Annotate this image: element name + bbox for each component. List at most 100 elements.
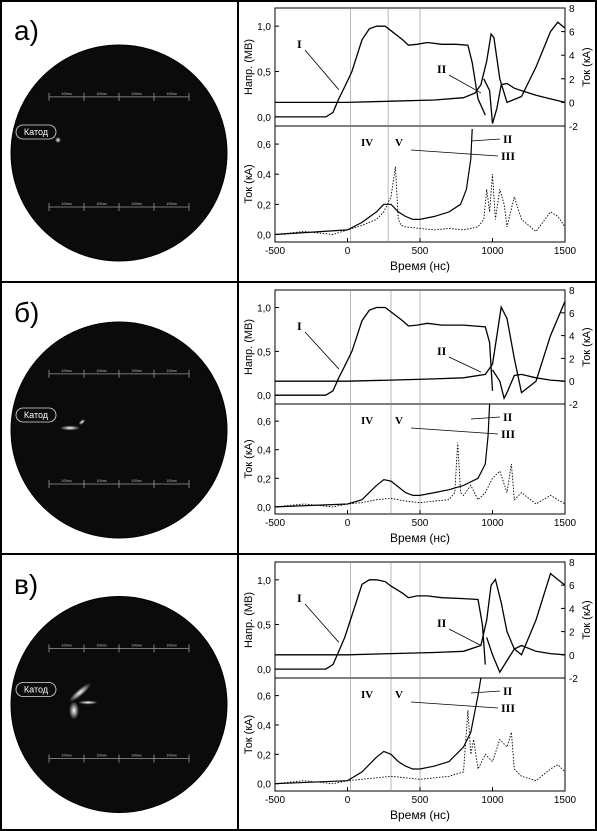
y-tick-label-right: -2 (569, 674, 578, 685)
lower-series-dotted (274, 710, 566, 785)
x-tick-label: -500 (265, 246, 285, 257)
y-tick-label: 0,5 (257, 347, 271, 358)
scale-label: 100нм (61, 202, 72, 206)
y-tick-label: 1,0 (257, 576, 271, 587)
scale-bar: 100нм 100нм 100нм 100нм (48, 479, 190, 488)
upper-series-line (275, 25, 486, 118)
marker-arrow (470, 690, 501, 694)
marker-arrow (410, 149, 499, 157)
scale-bar: 100нм 100нм 100нм 100нм (48, 754, 190, 763)
y-tick-label-right: 0 (569, 377, 575, 388)
upper-series-line (275, 306, 494, 396)
scale-label: 100нм (96, 479, 107, 483)
scale-bar: 100нм 100нм 100нм 100нм (48, 369, 190, 378)
chart-1: -500 0 500 1000 1500 Время (нс) 0,0 0,5 1,0 -2 0 2 4… (243, 4, 593, 273)
upper-y-axis-label: Напр. (МВ) (243, 592, 255, 648)
upper-y-axis-label-right: Ток (кА) (581, 47, 593, 86)
marker-lower-II: II (503, 410, 513, 424)
marker-arrow (470, 138, 501, 142)
upper-series-line (486, 637, 566, 674)
photo-frame (10, 596, 228, 813)
scale-label: 100нм (131, 369, 142, 373)
y-tick-label: 0,4 (257, 446, 271, 457)
discharge-glow (78, 419, 86, 425)
lower-series-solid (274, 677, 482, 785)
y-tick-label: 0,6 (257, 140, 271, 151)
y-tick-label-right: 6 (569, 581, 575, 592)
marker-arrow (304, 49, 340, 90)
scale-label: 100нм (131, 479, 142, 483)
y-tick-label: 1,0 (257, 22, 271, 33)
cathode-label-outline (15, 682, 57, 697)
cathode-label-text: Катод (24, 410, 49, 420)
y-tick-label: 0,0 (257, 230, 271, 241)
y-tick-label-right: 6 (569, 28, 575, 39)
marker-arrow (448, 74, 482, 94)
panel-label: б) (14, 297, 39, 328)
y-tick-label-right: 2 (569, 75, 575, 86)
scale-label: 100нм (131, 92, 142, 96)
cathode-label-text: Катод (24, 685, 49, 695)
x-tick-label: 1500 (554, 246, 577, 257)
y-tick-label-right: 6 (569, 309, 575, 320)
photo-frame (10, 44, 228, 262)
marker-IV: IV (361, 137, 373, 149)
scale-label: 100нм (61, 754, 72, 758)
discharge-glow (60, 425, 80, 431)
y-tick-label: 0,6 (257, 417, 271, 428)
lower-series-solid (274, 128, 473, 236)
y-tick-label-right: 8 (569, 4, 575, 15)
scale-bar: 100нм 100нм 100нм 100нм (48, 92, 190, 101)
y-tick-label-right: 4 (569, 51, 575, 62)
chart-2: -500 0 500 1000 1500 Время (нс) 0,0 0,5 1,0 -2 0 2 4… (243, 286, 593, 545)
y-tick-label-right: -2 (569, 400, 578, 411)
marker-II: II (437, 616, 447, 630)
marker-V: V (395, 415, 403, 427)
marker-IV: IV (361, 415, 373, 427)
discharge-glow (69, 683, 91, 702)
y-tick-label: 1,0 (257, 304, 271, 315)
marker-arrow (304, 331, 340, 370)
cathode-label: Катод (15, 407, 57, 423)
scale-label: 100нм (96, 369, 107, 373)
upper-series-line (275, 579, 486, 670)
scale-label: 100нм (96, 643, 107, 647)
scale-label: 100нм (96, 202, 107, 206)
marker-I: I (297, 37, 302, 51)
x-tick-label: 1000 (481, 246, 504, 257)
x-tick-label: 500 (412, 795, 429, 806)
upper-series-line (275, 572, 566, 656)
upper-y-axis-label-right: Ток (кА) (581, 327, 593, 366)
upper-y-axis-label: Напр. (МВ) (243, 319, 255, 375)
y-tick-label: 0,2 (257, 200, 271, 211)
marker-II: II (437, 344, 447, 358)
x-axis-label: Время (нс) (390, 808, 450, 822)
panel-label: в) (14, 569, 38, 600)
discharge-glow (69, 701, 79, 720)
panel-label: а) (14, 15, 39, 46)
x-tick-label: 0 (345, 246, 351, 257)
y-tick-label: 0,2 (257, 750, 271, 761)
lower-series-solid (274, 403, 491, 508)
marker-I: I (297, 591, 302, 605)
y-tick-label-right: -2 (569, 122, 578, 133)
y-tick-label: 0,0 (257, 113, 271, 124)
y-tick-label: 0,0 (257, 780, 271, 791)
y-tick-label: 0,0 (257, 665, 271, 676)
scale-label: 100нм (61, 369, 72, 373)
photo-frame (10, 321, 228, 539)
upper-series-line (275, 301, 566, 394)
x-tick-label: 1500 (554, 795, 577, 806)
x-axis-label: Время (нс) (390, 259, 450, 273)
scale-label: 100нм (131, 643, 142, 647)
lower-y-axis-label: Ток (кА) (243, 715, 255, 754)
y-tick-label-right: 4 (569, 332, 575, 343)
y-tick-label: 0,2 (257, 474, 271, 485)
marker-II: II (437, 62, 447, 76)
discharge-glow (78, 700, 98, 705)
y-tick-label-right: 4 (569, 604, 575, 615)
